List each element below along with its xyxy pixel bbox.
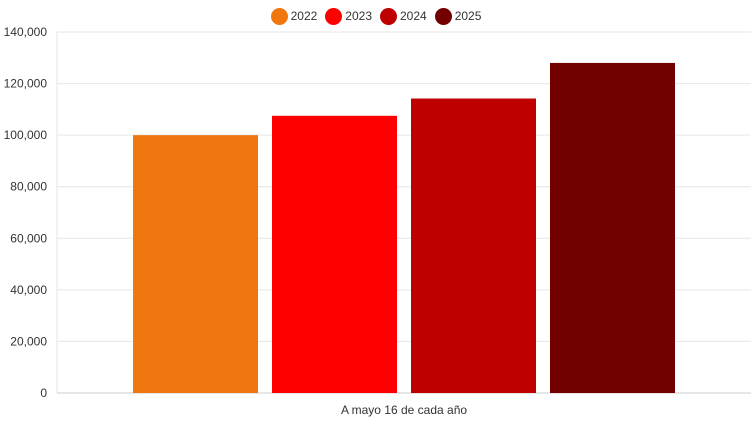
legend-label: 2025 [454,9,482,23]
legend-label: 2024 [400,9,427,23]
legend-label: 2023 [345,9,372,23]
bar-2025 [550,62,675,393]
y-tick-label: 80,000 [10,180,47,194]
legend-item-2024[interactable]: 2024 [380,7,427,25]
legend-label: 2022 [290,9,318,23]
legend-swatch [434,7,452,25]
y-tick-label: 40,000 [10,283,47,297]
legend-item-2022[interactable]: 2022 [270,7,318,25]
y-tick-label: 100,000 [4,128,48,142]
legend-swatch [270,7,288,25]
y-tick-label: 140,000 [4,25,48,39]
x-category-label: A mayo 16 de cada año [341,403,467,417]
bar-2024 [411,98,536,393]
y-tick-label: 60,000 [10,231,47,245]
y-tick-label: 20,000 [10,334,47,348]
y-tick-label: 0 [40,386,47,400]
bar-2022 [133,135,258,393]
y-tick-label: 120,000 [4,77,48,91]
legend-item-2025[interactable]: 2025 [434,7,482,25]
legend-item-2023[interactable]: 2023 [325,7,372,25]
bar-2023 [272,115,397,393]
legend-swatch [380,7,397,25]
chart-legend: 2022 2023 2024 2025 [0,5,752,27]
legend-swatch [325,7,343,25]
